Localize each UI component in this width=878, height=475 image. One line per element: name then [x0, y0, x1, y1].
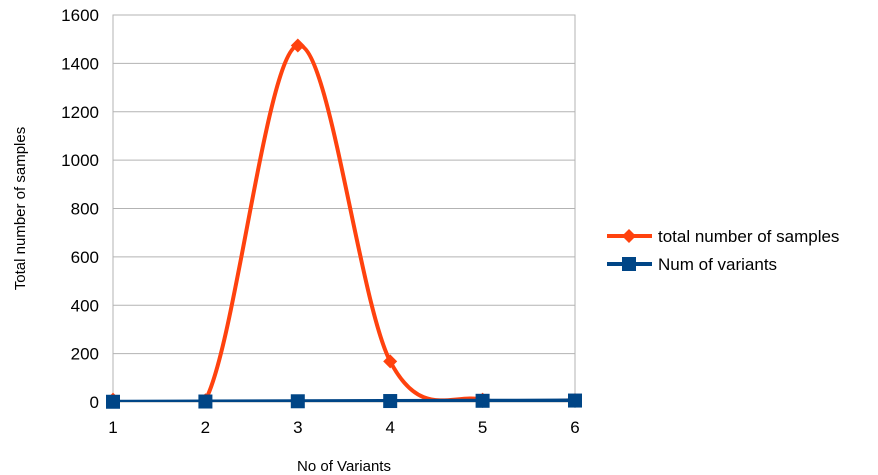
series-layer: [106, 38, 582, 409]
legend-item: total number of samples: [607, 227, 839, 246]
x-tick-label: 2: [201, 418, 210, 437]
square-point: [383, 394, 398, 409]
x-axis-title: No of Variants: [297, 458, 391, 475]
grid-lines: [113, 14, 575, 403]
legend-diamond-icon: [622, 229, 636, 243]
y-tick-label: 1600: [61, 6, 99, 25]
x-axis-ticks: 1 2 3 4 5 6: [108, 402, 580, 437]
x-tick-label: 5: [478, 418, 487, 437]
legend: total number of samples Num of variants: [607, 227, 839, 274]
legend-label: total number of samples: [658, 227, 839, 246]
diamond-point: [383, 354, 398, 369]
y-tick-label: 400: [71, 296, 99, 315]
y-tick-label: 1200: [61, 103, 99, 122]
y-tick-label: 0: [90, 393, 99, 412]
y-tick-label: 1400: [61, 54, 99, 73]
y-axis-ticks: 0 200 400 600 800 1000 1200 1400 1600: [61, 6, 99, 412]
series-line: [113, 398, 576, 402]
square-point: [568, 393, 582, 408]
legend-label: Num of variants: [658, 255, 777, 274]
square-point: [106, 394, 120, 409]
x-tick-label: 3: [293, 418, 302, 437]
y-tick-label: 600: [71, 248, 99, 267]
y-axis-title: Total number of samples: [12, 127, 29, 290]
series-2: [106, 393, 582, 409]
legend-square-icon: [622, 257, 636, 271]
legend-item: Num of variants: [607, 255, 777, 274]
square-point: [290, 394, 305, 409]
x-tick-label: 1: [108, 418, 117, 437]
series-1: [106, 38, 582, 408]
y-tick-label: 800: [71, 200, 99, 219]
square-point: [475, 393, 490, 408]
square-point: [198, 394, 213, 409]
y-tick-label: 1000: [61, 151, 99, 170]
x-tick-label: 6: [570, 418, 579, 437]
diamond-point: [290, 38, 305, 53]
series-line: [113, 43, 576, 402]
x-tick-label: 4: [385, 418, 394, 437]
y-tick-label: 200: [71, 345, 99, 364]
